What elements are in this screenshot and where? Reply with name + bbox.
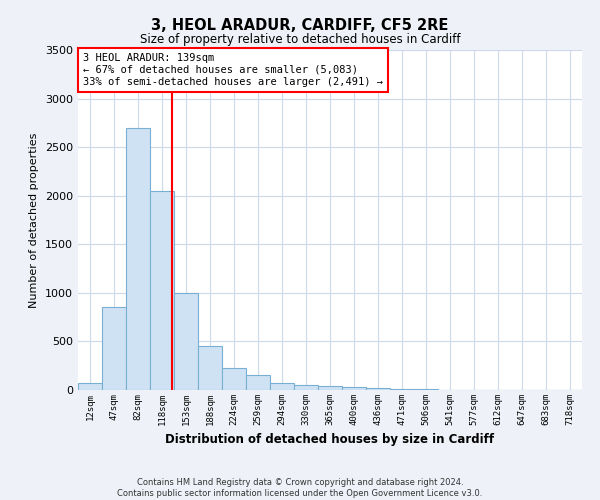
Bar <box>78 382 102 390</box>
Bar <box>318 386 342 390</box>
Bar <box>150 191 174 390</box>
Text: Contains HM Land Registry data © Crown copyright and database right 2024.
Contai: Contains HM Land Registry data © Crown c… <box>118 478 482 498</box>
Bar <box>174 293 198 390</box>
Bar <box>414 389 438 390</box>
Bar <box>366 388 390 390</box>
Y-axis label: Number of detached properties: Number of detached properties <box>29 132 40 308</box>
Bar <box>198 346 222 390</box>
Bar <box>222 368 246 390</box>
Bar <box>246 376 270 390</box>
Bar <box>342 387 366 390</box>
Bar <box>102 308 126 390</box>
Bar <box>126 128 150 390</box>
Bar <box>390 389 414 390</box>
X-axis label: Distribution of detached houses by size in Cardiff: Distribution of detached houses by size … <box>166 434 494 446</box>
Bar <box>270 382 294 390</box>
Bar <box>294 385 318 390</box>
Text: Size of property relative to detached houses in Cardiff: Size of property relative to detached ho… <box>140 32 460 46</box>
Text: 3, HEOL ARADUR, CARDIFF, CF5 2RE: 3, HEOL ARADUR, CARDIFF, CF5 2RE <box>151 18 449 32</box>
Text: 3 HEOL ARADUR: 139sqm
← 67% of detached houses are smaller (5,083)
33% of semi-d: 3 HEOL ARADUR: 139sqm ← 67% of detached … <box>83 54 383 86</box>
